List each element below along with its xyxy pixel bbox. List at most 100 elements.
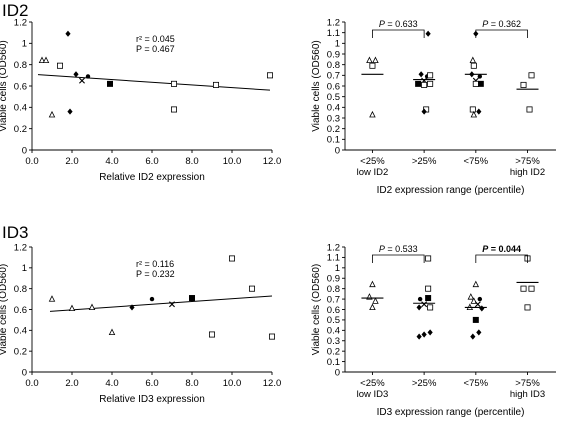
data-point-circle <box>149 296 155 302</box>
data-point-square <box>526 106 533 113</box>
data-point-square <box>528 72 535 79</box>
data-point-square <box>427 80 434 87</box>
y-axis-label: Viable cells (OD560) <box>0 264 9 356</box>
data-point-square <box>427 304 434 311</box>
y-axis-label: Viable cells (OD560) <box>311 264 322 356</box>
category-label: <75% <box>464 378 489 389</box>
data-point-triangle <box>369 110 376 118</box>
y-tick-label: 0.8 <box>327 284 340 295</box>
x-axis-label: ID2 expression range (percentile) <box>377 185 525 196</box>
x-tick-label: 10.0 <box>223 156 242 167</box>
stat-label: r² = 0.045 <box>136 34 175 44</box>
data-point-cross <box>79 77 85 84</box>
y-tick-label: 0.2 <box>14 346 27 357</box>
x-tick-label: 12.0 <box>263 156 282 167</box>
comparison-bracket <box>372 254 425 263</box>
category-label: >25% <box>412 156 437 167</box>
data-point-diamond <box>416 333 422 340</box>
y-tick-label: 0.1 <box>327 357 340 368</box>
comparison-p-value: P = 0.633 <box>379 19 418 29</box>
y-tick-label: 1.2 <box>14 242 27 253</box>
comparison-bracket <box>372 29 425 38</box>
data-point-triangle <box>366 56 373 63</box>
y-tick-label: 0.8 <box>14 284 27 295</box>
y-tick-label: 0.7 <box>327 71 340 82</box>
data-point-square-filled <box>477 80 484 87</box>
data-point-triangle <box>48 295 56 302</box>
data-point-circle <box>477 74 483 79</box>
y-tick-label: 0.3 <box>327 336 340 347</box>
data-point-triangle <box>42 56 50 63</box>
y-axis-label: Viable cells (OD560) <box>0 40 9 132</box>
dotplot-id3-percentile: 00.10.20.30.40.50.60.70.80.911.11.2 Viabl… <box>311 242 556 418</box>
data-point-triangle <box>369 303 376 311</box>
data-point-diamond <box>476 108 482 115</box>
y-tick-label: 0.3 <box>327 113 340 124</box>
y-tick-label: 1.2 <box>327 17 340 28</box>
category-label: <75% <box>464 156 489 167</box>
regression-line <box>37 74 271 91</box>
comparison-p-value: P = 0.362 <box>482 19 521 29</box>
data-point-triangle <box>68 304 76 312</box>
data-point-square <box>528 285 535 292</box>
y-axis-label: Viable cells (OD560) <box>311 40 322 132</box>
data-point-diamond <box>476 329 482 336</box>
x-axis-label: ID3 expression range (percentile) <box>377 407 525 418</box>
stat-label: P = 0.467 <box>136 44 175 54</box>
data-point-square <box>248 285 255 292</box>
data-point-cross <box>474 301 481 308</box>
y-tick-label: 0.7 <box>327 294 340 305</box>
data-point-square <box>470 62 477 69</box>
comparison-bracket <box>475 254 528 263</box>
y-tick-label: 1 <box>335 39 340 50</box>
data-point-triangle <box>372 56 379 63</box>
data-point-square <box>425 285 432 292</box>
category-label: <25% <box>360 156 385 167</box>
y-tick-label: 0.6 <box>14 305 27 316</box>
data-point-diamond <box>421 331 427 338</box>
y-tick-label: 0.4 <box>327 103 340 114</box>
data-point-triangle <box>472 280 480 288</box>
data-point-diamond <box>421 108 427 115</box>
x-tick-label: 0.0 <box>25 378 38 389</box>
data-point-square <box>208 331 215 338</box>
data-point-square <box>170 80 177 87</box>
y-tick-label: 0 <box>22 145 27 156</box>
data-point-diamond <box>416 304 422 311</box>
y-tick-label: 0.1 <box>327 135 340 146</box>
data-point-square <box>228 255 235 262</box>
data-point-square <box>520 81 527 88</box>
category-sublabel: low ID3 <box>357 389 389 400</box>
comparison-p-value: P = 0.533 <box>379 244 418 254</box>
data-point-square <box>266 72 273 79</box>
data-point-square <box>425 255 432 262</box>
category-label: <25% <box>360 378 385 389</box>
comparison-bracket <box>475 29 528 38</box>
data-point-diamond <box>427 329 433 336</box>
y-tick-label: 1.2 <box>327 242 340 253</box>
y-tick-label: 0.6 <box>14 81 27 92</box>
data-point-triangle <box>469 56 477 63</box>
data-point-square <box>469 106 476 113</box>
y-tick-label: 0 <box>22 367 27 378</box>
data-point-square <box>524 304 531 311</box>
data-point-square-filled <box>415 80 422 87</box>
x-tick-label: 12.0 <box>263 378 282 389</box>
y-tick-label: 0.2 <box>14 124 27 135</box>
data-point-triangle <box>108 328 116 336</box>
scatter-id3-expression: 0 0.2 0.4 0.6 0.8 1 1.2 Viable cells (OD560) 0.0… <box>0 242 281 405</box>
y-tick-label: 0.2 <box>327 124 340 135</box>
data-point-square-filled <box>425 295 432 302</box>
data-point-square <box>268 333 275 340</box>
regression-line <box>49 295 273 312</box>
stat-label: P = 0.232 <box>136 269 175 279</box>
y-tick-label: 0.5 <box>327 92 340 103</box>
data-point-square <box>170 106 177 113</box>
data-point-diamond <box>65 30 71 37</box>
data-point-square <box>427 72 434 79</box>
y-tick-label: 1 <box>335 263 340 274</box>
y-tick-label: 0.6 <box>327 81 340 92</box>
y-tick-label: 0.4 <box>14 103 27 114</box>
x-tick-label: 6.0 <box>145 378 158 389</box>
y-tick-label: 0 <box>335 367 340 378</box>
